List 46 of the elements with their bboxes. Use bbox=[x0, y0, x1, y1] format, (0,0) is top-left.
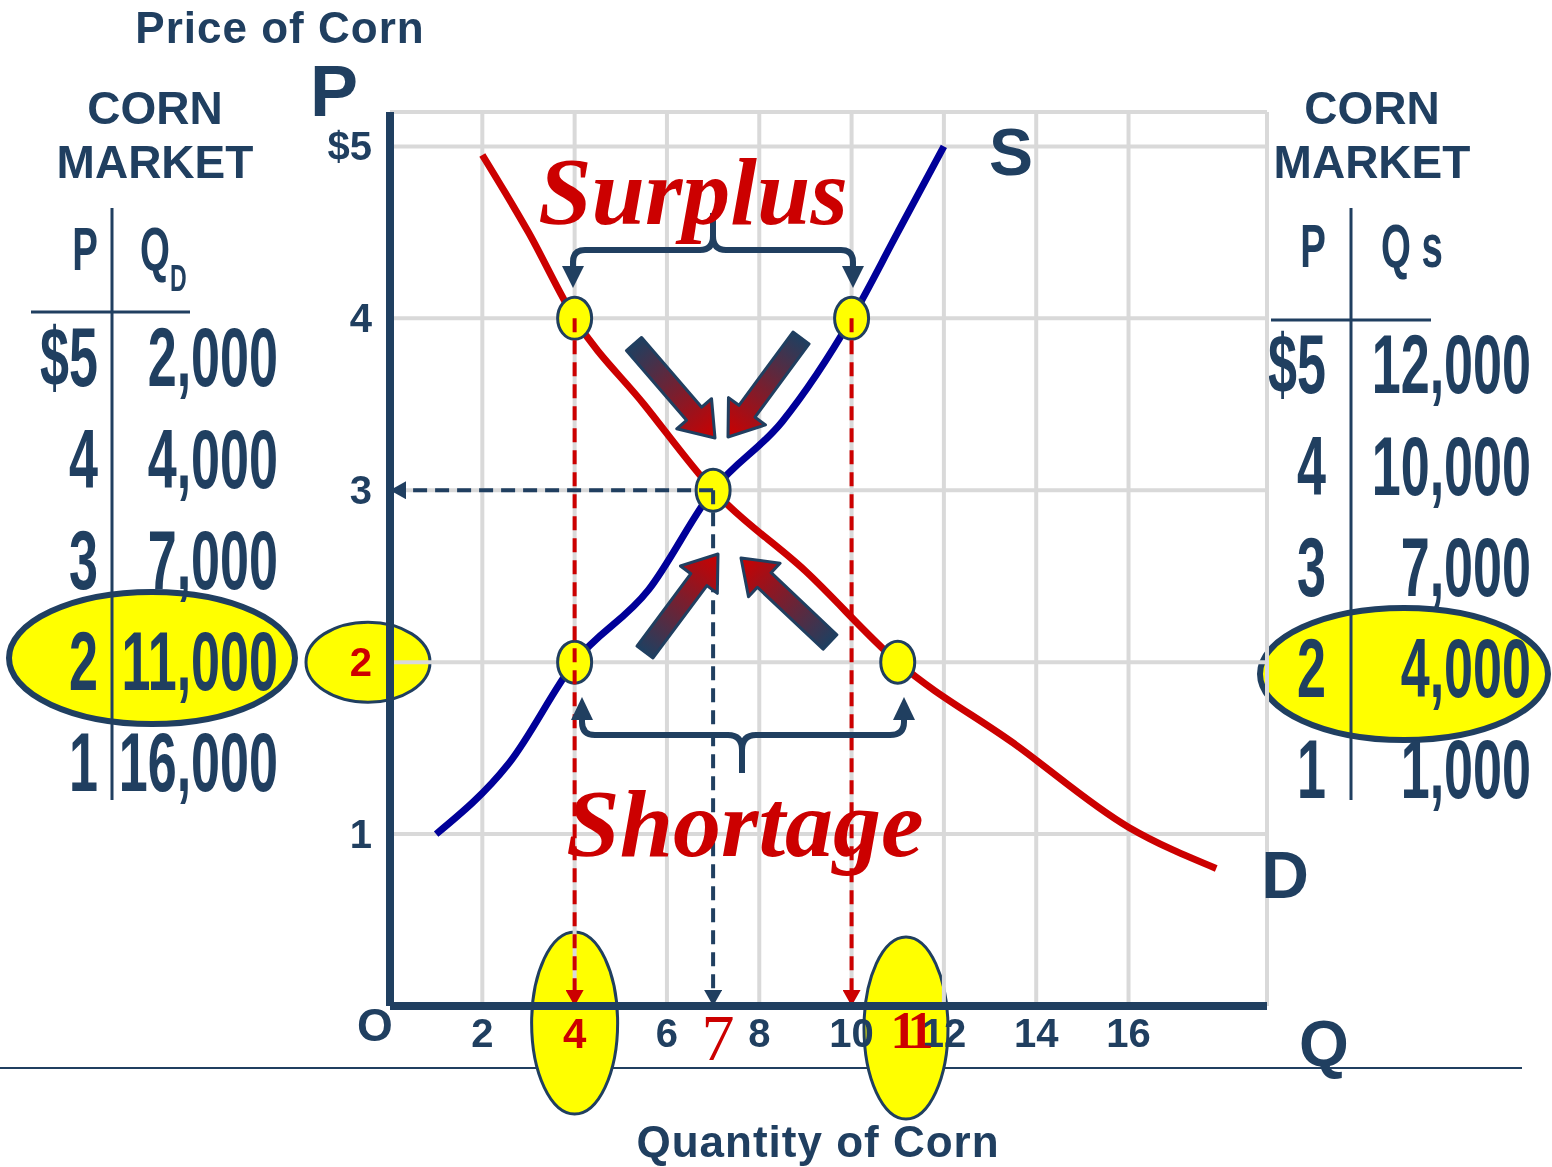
y-tick-label: 2 bbox=[349, 640, 372, 685]
annotation: Shortage bbox=[566, 769, 924, 877]
text: 7,000 bbox=[1400, 520, 1531, 614]
text: 4 bbox=[1297, 418, 1327, 513]
text: 4 bbox=[69, 411, 99, 506]
y-tick-label: 3 bbox=[349, 468, 372, 513]
text: 2 bbox=[69, 614, 98, 709]
x-tick-label: 8 bbox=[748, 1011, 771, 1055]
y-tick-label: $5 bbox=[327, 124, 372, 169]
text: $5 bbox=[1268, 317, 1326, 412]
x-tick-label: 6 bbox=[655, 1011, 679, 1055]
text: 7,000 bbox=[147, 513, 278, 607]
text: 4,000 bbox=[1400, 621, 1531, 716]
y-tick-label: 1 bbox=[349, 812, 372, 857]
text: P bbox=[1300, 210, 1326, 280]
text: 1 bbox=[69, 715, 98, 810]
series-label: S bbox=[988, 115, 1033, 190]
series-label: D bbox=[1261, 837, 1309, 912]
x-tick-label: 2 bbox=[471, 1011, 494, 1055]
x-axis-title: Quantity of Corn bbox=[636, 1117, 1000, 1167]
annotation: 7 bbox=[701, 1001, 735, 1075]
text: 2 bbox=[1297, 621, 1326, 716]
annotation: O bbox=[357, 999, 393, 1052]
text: 3 bbox=[69, 513, 98, 607]
text: 10,000 bbox=[1371, 418, 1531, 513]
text: Q s bbox=[1381, 210, 1443, 280]
x-tick-label: 4 bbox=[562, 1009, 587, 1057]
text: 1 bbox=[1297, 722, 1326, 817]
annotation: Surplus bbox=[538, 137, 848, 245]
text: 1,000 bbox=[1400, 722, 1531, 817]
x-tick-label: 16 bbox=[1106, 1011, 1151, 1055]
x-tick-label: 14 bbox=[1013, 1011, 1060, 1055]
text: 2,000 bbox=[147, 310, 278, 405]
y-tick-label: 4 bbox=[349, 296, 373, 341]
text: CORN MARKET bbox=[1272, 81, 1472, 189]
y-axis-title: Price of Corn bbox=[135, 3, 425, 53]
text: CORN MARKET bbox=[55, 81, 255, 189]
text: Q$_{D}$ bbox=[140, 213, 187, 300]
text: 16,000 bbox=[118, 715, 278, 810]
text: $5 bbox=[40, 310, 98, 405]
text: 11,000 bbox=[121, 614, 278, 709]
text: P bbox=[72, 213, 98, 283]
text: 12,000 bbox=[1371, 317, 1531, 412]
text: 4,000 bbox=[147, 411, 278, 506]
text: Q bbox=[1299, 1008, 1349, 1081]
text: 3 bbox=[1297, 520, 1326, 614]
